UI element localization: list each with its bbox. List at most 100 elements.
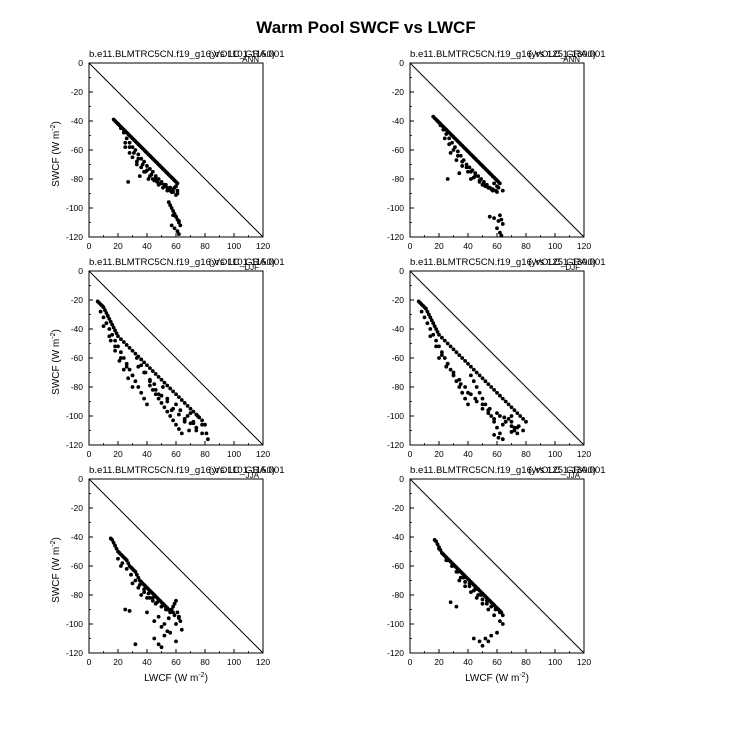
data-point <box>148 174 152 179</box>
data-point <box>498 230 502 235</box>
data-point <box>178 619 183 623</box>
data-point <box>126 180 131 184</box>
data-point <box>480 406 485 411</box>
one-to-one-line <box>409 478 585 654</box>
data-point <box>451 148 456 152</box>
y-tick-label: -20 <box>392 295 405 305</box>
data-point <box>133 642 138 647</box>
y-tick-label: -120 <box>387 232 404 242</box>
y-tick-label: -40 <box>71 116 84 126</box>
data-point <box>146 591 151 596</box>
data-point <box>486 411 491 415</box>
data-point <box>113 344 117 349</box>
panel-run-label: b.e11.BLMTRC5CN.f19_g16.VOLC_GRA.001 <box>410 465 606 476</box>
data-point <box>203 422 207 427</box>
data-point <box>506 417 511 421</box>
data-point <box>500 437 505 442</box>
data-point <box>130 145 135 150</box>
data-point <box>153 392 158 397</box>
x-tick-label: 120 <box>256 449 270 459</box>
data-point <box>483 402 488 407</box>
data-point <box>121 356 126 360</box>
data-point <box>133 351 138 356</box>
data-point <box>127 345 132 350</box>
data-point <box>171 610 176 615</box>
data-point <box>450 564 454 568</box>
data-point <box>486 185 491 190</box>
data-point <box>177 219 181 223</box>
data-point <box>466 361 470 366</box>
data-point <box>448 344 453 349</box>
data-point <box>469 169 473 174</box>
data-point <box>120 561 125 565</box>
data-point <box>463 385 467 389</box>
data-point <box>487 406 492 411</box>
data-point <box>150 177 155 181</box>
data-point <box>169 206 174 210</box>
x-tick-label: 120 <box>256 241 270 251</box>
data-point <box>454 379 459 384</box>
data-point <box>168 185 173 190</box>
y-tick-label: -20 <box>71 503 84 513</box>
data-point <box>142 587 147 592</box>
data-point <box>444 558 449 563</box>
y-tick-label: -120 <box>66 648 83 658</box>
data-point <box>440 335 444 340</box>
data-point <box>140 162 145 167</box>
data-point <box>500 613 505 618</box>
data-point <box>428 327 433 331</box>
x-tick-label: 20 <box>113 449 123 459</box>
data-point <box>473 396 478 401</box>
x-tick-label: 0 <box>408 241 413 251</box>
data-point <box>187 428 191 433</box>
data-point <box>159 401 164 405</box>
data-point <box>463 580 467 584</box>
x-tick-label: 80 <box>200 657 210 667</box>
panel-season-label: DJF <box>565 263 580 272</box>
data-point <box>463 584 467 589</box>
data-point <box>473 171 478 176</box>
data-point <box>195 414 200 418</box>
data-point <box>204 431 209 436</box>
data-point <box>179 627 184 632</box>
data-point <box>444 364 449 369</box>
data-point <box>116 334 120 339</box>
data-point <box>445 361 450 366</box>
data-point <box>139 156 144 161</box>
scatter-panel: b.e11.BLMTRC5CN.f19_g16.VOLC_GRA.001(yrs… <box>50 465 285 684</box>
y-tick-label: -20 <box>392 503 405 513</box>
data-point <box>448 151 453 155</box>
data-points <box>416 299 528 442</box>
data-point <box>162 622 167 626</box>
data-point <box>123 607 128 612</box>
panel-years-label: (yrs 1101-1150) <box>209 257 275 268</box>
data-point <box>119 126 123 131</box>
data-point <box>200 418 205 423</box>
y-axis-label: SWCF (W m-2) <box>50 537 62 603</box>
data-points <box>108 536 184 650</box>
data-point <box>474 596 479 600</box>
data-point <box>136 585 141 590</box>
data-points <box>95 299 210 442</box>
data-point <box>498 610 502 615</box>
data-point <box>445 341 450 346</box>
data-point <box>139 165 144 170</box>
data-point <box>461 575 466 580</box>
data-point <box>111 540 116 545</box>
data-point <box>152 636 157 641</box>
data-point <box>498 414 502 418</box>
data-point <box>150 369 155 373</box>
y-tick-label: -80 <box>392 590 405 600</box>
panel-season-label: JJA <box>246 471 260 480</box>
x-tick-label: 80 <box>200 449 210 459</box>
data-point <box>441 127 446 132</box>
data-point <box>432 324 437 328</box>
data-point <box>174 193 178 197</box>
data-point <box>185 414 190 418</box>
data-point <box>159 377 164 382</box>
data-point <box>166 200 171 205</box>
data-point <box>455 153 460 158</box>
y-tick-label: -40 <box>392 116 405 126</box>
y-tick-label: -100 <box>387 203 404 213</box>
data-point <box>156 642 161 647</box>
